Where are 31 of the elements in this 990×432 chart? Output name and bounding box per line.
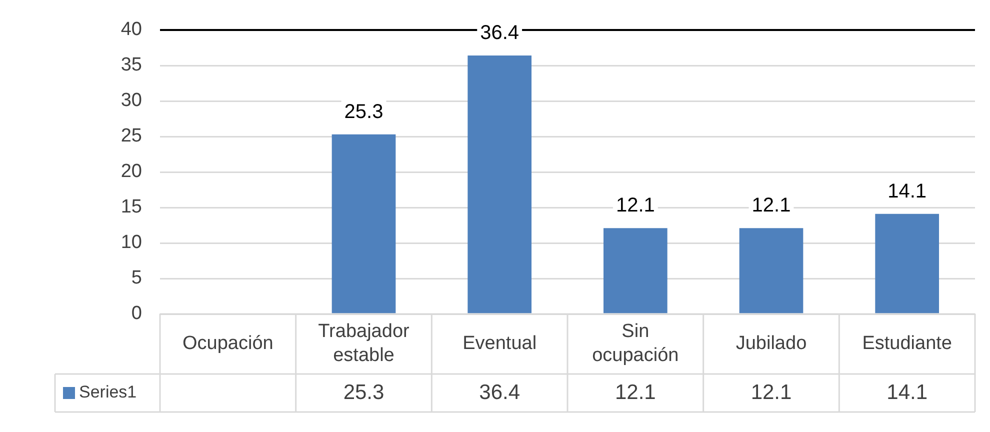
text: 14.1: [886, 380, 928, 404]
x-tick-label: Eventual: [462, 333, 537, 354]
text: 36.4: [479, 380, 520, 404]
x-tick-label: Ocupación: [182, 333, 274, 354]
data-label: 12.1: [752, 194, 791, 217]
x-tick-label: Sin ocupación: [592, 321, 679, 366]
data-label: 12.1: [616, 194, 655, 217]
text: 12.1: [750, 380, 792, 404]
y-tick-label: 30: [120, 90, 142, 112]
y-tick-label: 5: [131, 268, 142, 289]
data-label: 14.1: [888, 180, 927, 202]
text: 12.1: [614, 380, 656, 404]
bar: [739, 228, 804, 314]
bar: [603, 228, 668, 314]
y-tick-label: 10: [120, 232, 142, 254]
y-tick-label: 0: [131, 303, 142, 324]
y-tick-label: 20: [120, 161, 142, 182]
data-label: 36.4: [480, 22, 520, 44]
y-tick-label: 25: [120, 126, 142, 147]
x-tick-label: Trabajador estable: [318, 321, 410, 366]
y-tick-label: 15: [120, 196, 142, 218]
bar: [332, 134, 396, 314]
legend-label: Series1: [79, 382, 137, 402]
data-label: 25.3: [344, 100, 384, 123]
bar: [875, 214, 940, 314]
x-tick-label: Jubilado: [736, 333, 807, 354]
x-tick-label: Estudiante: [862, 333, 952, 354]
y-tick-label: 40: [120, 19, 142, 40]
text: 25.3: [343, 380, 384, 404]
y-tick-label: 35: [120, 54, 142, 76]
bar: [468, 56, 532, 314]
